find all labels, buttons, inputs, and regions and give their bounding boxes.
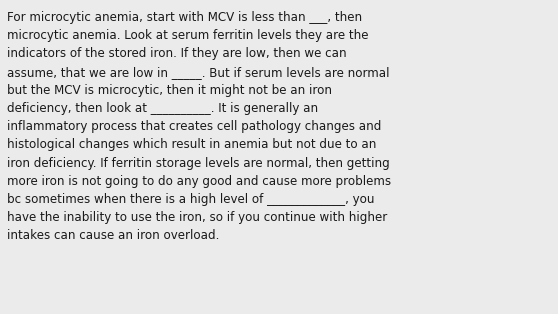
Text: For microcytic anemia, start with MCV is less than ___, then
microcytic anemia. : For microcytic anemia, start with MCV is… — [7, 11, 391, 242]
